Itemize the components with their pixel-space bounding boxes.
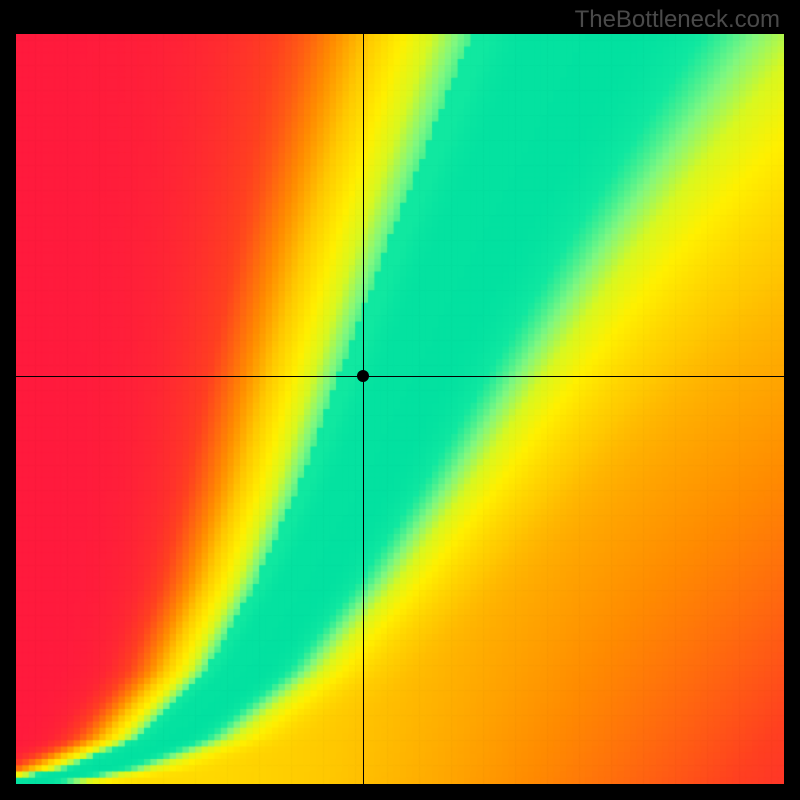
crosshair-marker: [357, 370, 369, 382]
heatmap-plot: [16, 34, 784, 784]
crosshair-horizontal: [16, 376, 784, 377]
crosshair-vertical: [363, 34, 364, 784]
watermark-text: TheBottleneck.com: [575, 6, 780, 34]
chart-container: TheBottleneck.com: [0, 0, 800, 800]
heatmap-canvas: [16, 34, 784, 784]
